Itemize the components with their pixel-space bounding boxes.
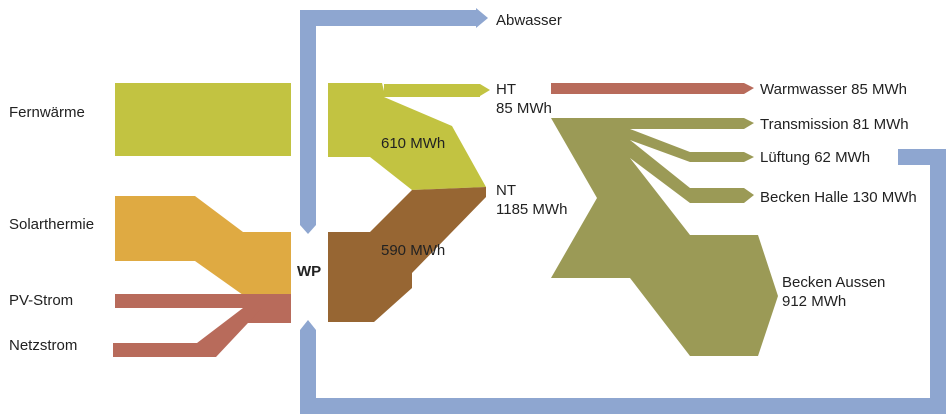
transmission-flow: [630, 118, 754, 129]
solarthermie-source-flow: [115, 196, 291, 295]
ht-label: HT: [496, 81, 516, 98]
lueftung-recovery-arrow-tail: [898, 149, 912, 165]
flow-value-wp: 590 MWh: [381, 242, 445, 259]
ht-arrow: [384, 84, 490, 96]
becken-halle-flow: [630, 140, 754, 203]
source-label-fernwaerme: Fernwärme: [9, 104, 85, 121]
consumer-label-becken-halle: Becken Halle 130 MWh: [760, 189, 917, 206]
heat-pump-output-notch: [300, 225, 316, 234]
wp-flow-590: [328, 187, 486, 322]
becken-aussen-flow: [630, 158, 778, 356]
nt-value: 1185 MWh: [496, 201, 567, 218]
consumer-label-warmwasser: Warmwasser 85 MWh: [760, 81, 907, 98]
source-label-pv-strom: PV-Strom: [9, 292, 73, 309]
consumer-value-becken-aussen: 912 MWh: [782, 293, 846, 310]
lueftung-recovery-flow: [300, 149, 946, 414]
waste-label: Abwasser: [496, 12, 562, 29]
waste-arrowhead: [476, 8, 488, 28]
source-label-netzstrom: Netzstrom: [9, 337, 77, 354]
consumer-label-transmission: Transmission 81 MWh: [760, 116, 909, 133]
heat-pump-label: WP: [297, 263, 321, 280]
netzstrom-flow: [113, 308, 262, 357]
source-label-solarthermie: Solarthermie: [9, 216, 94, 233]
lueftung-flow: [630, 129, 754, 162]
flow-value-fernwaerme: 610 MWh: [381, 135, 445, 152]
fernwaerme-source-block: [115, 83, 291, 156]
waste-return-flow: [300, 10, 478, 225]
consumer-label-becken-aussen: Becken Aussen: [782, 274, 885, 291]
ht-value: 85 MWh: [496, 100, 552, 117]
nt-label: NT: [496, 182, 516, 199]
heat-pump-input-arrow: [300, 320, 316, 330]
nt-to-consumers-fan: [551, 118, 630, 278]
fernwaerme-flow-610: [328, 83, 486, 190]
warmwasser-flow: [551, 83, 754, 94]
consumer-label-lueftung: Lüftung 62 MWh: [760, 149, 870, 166]
